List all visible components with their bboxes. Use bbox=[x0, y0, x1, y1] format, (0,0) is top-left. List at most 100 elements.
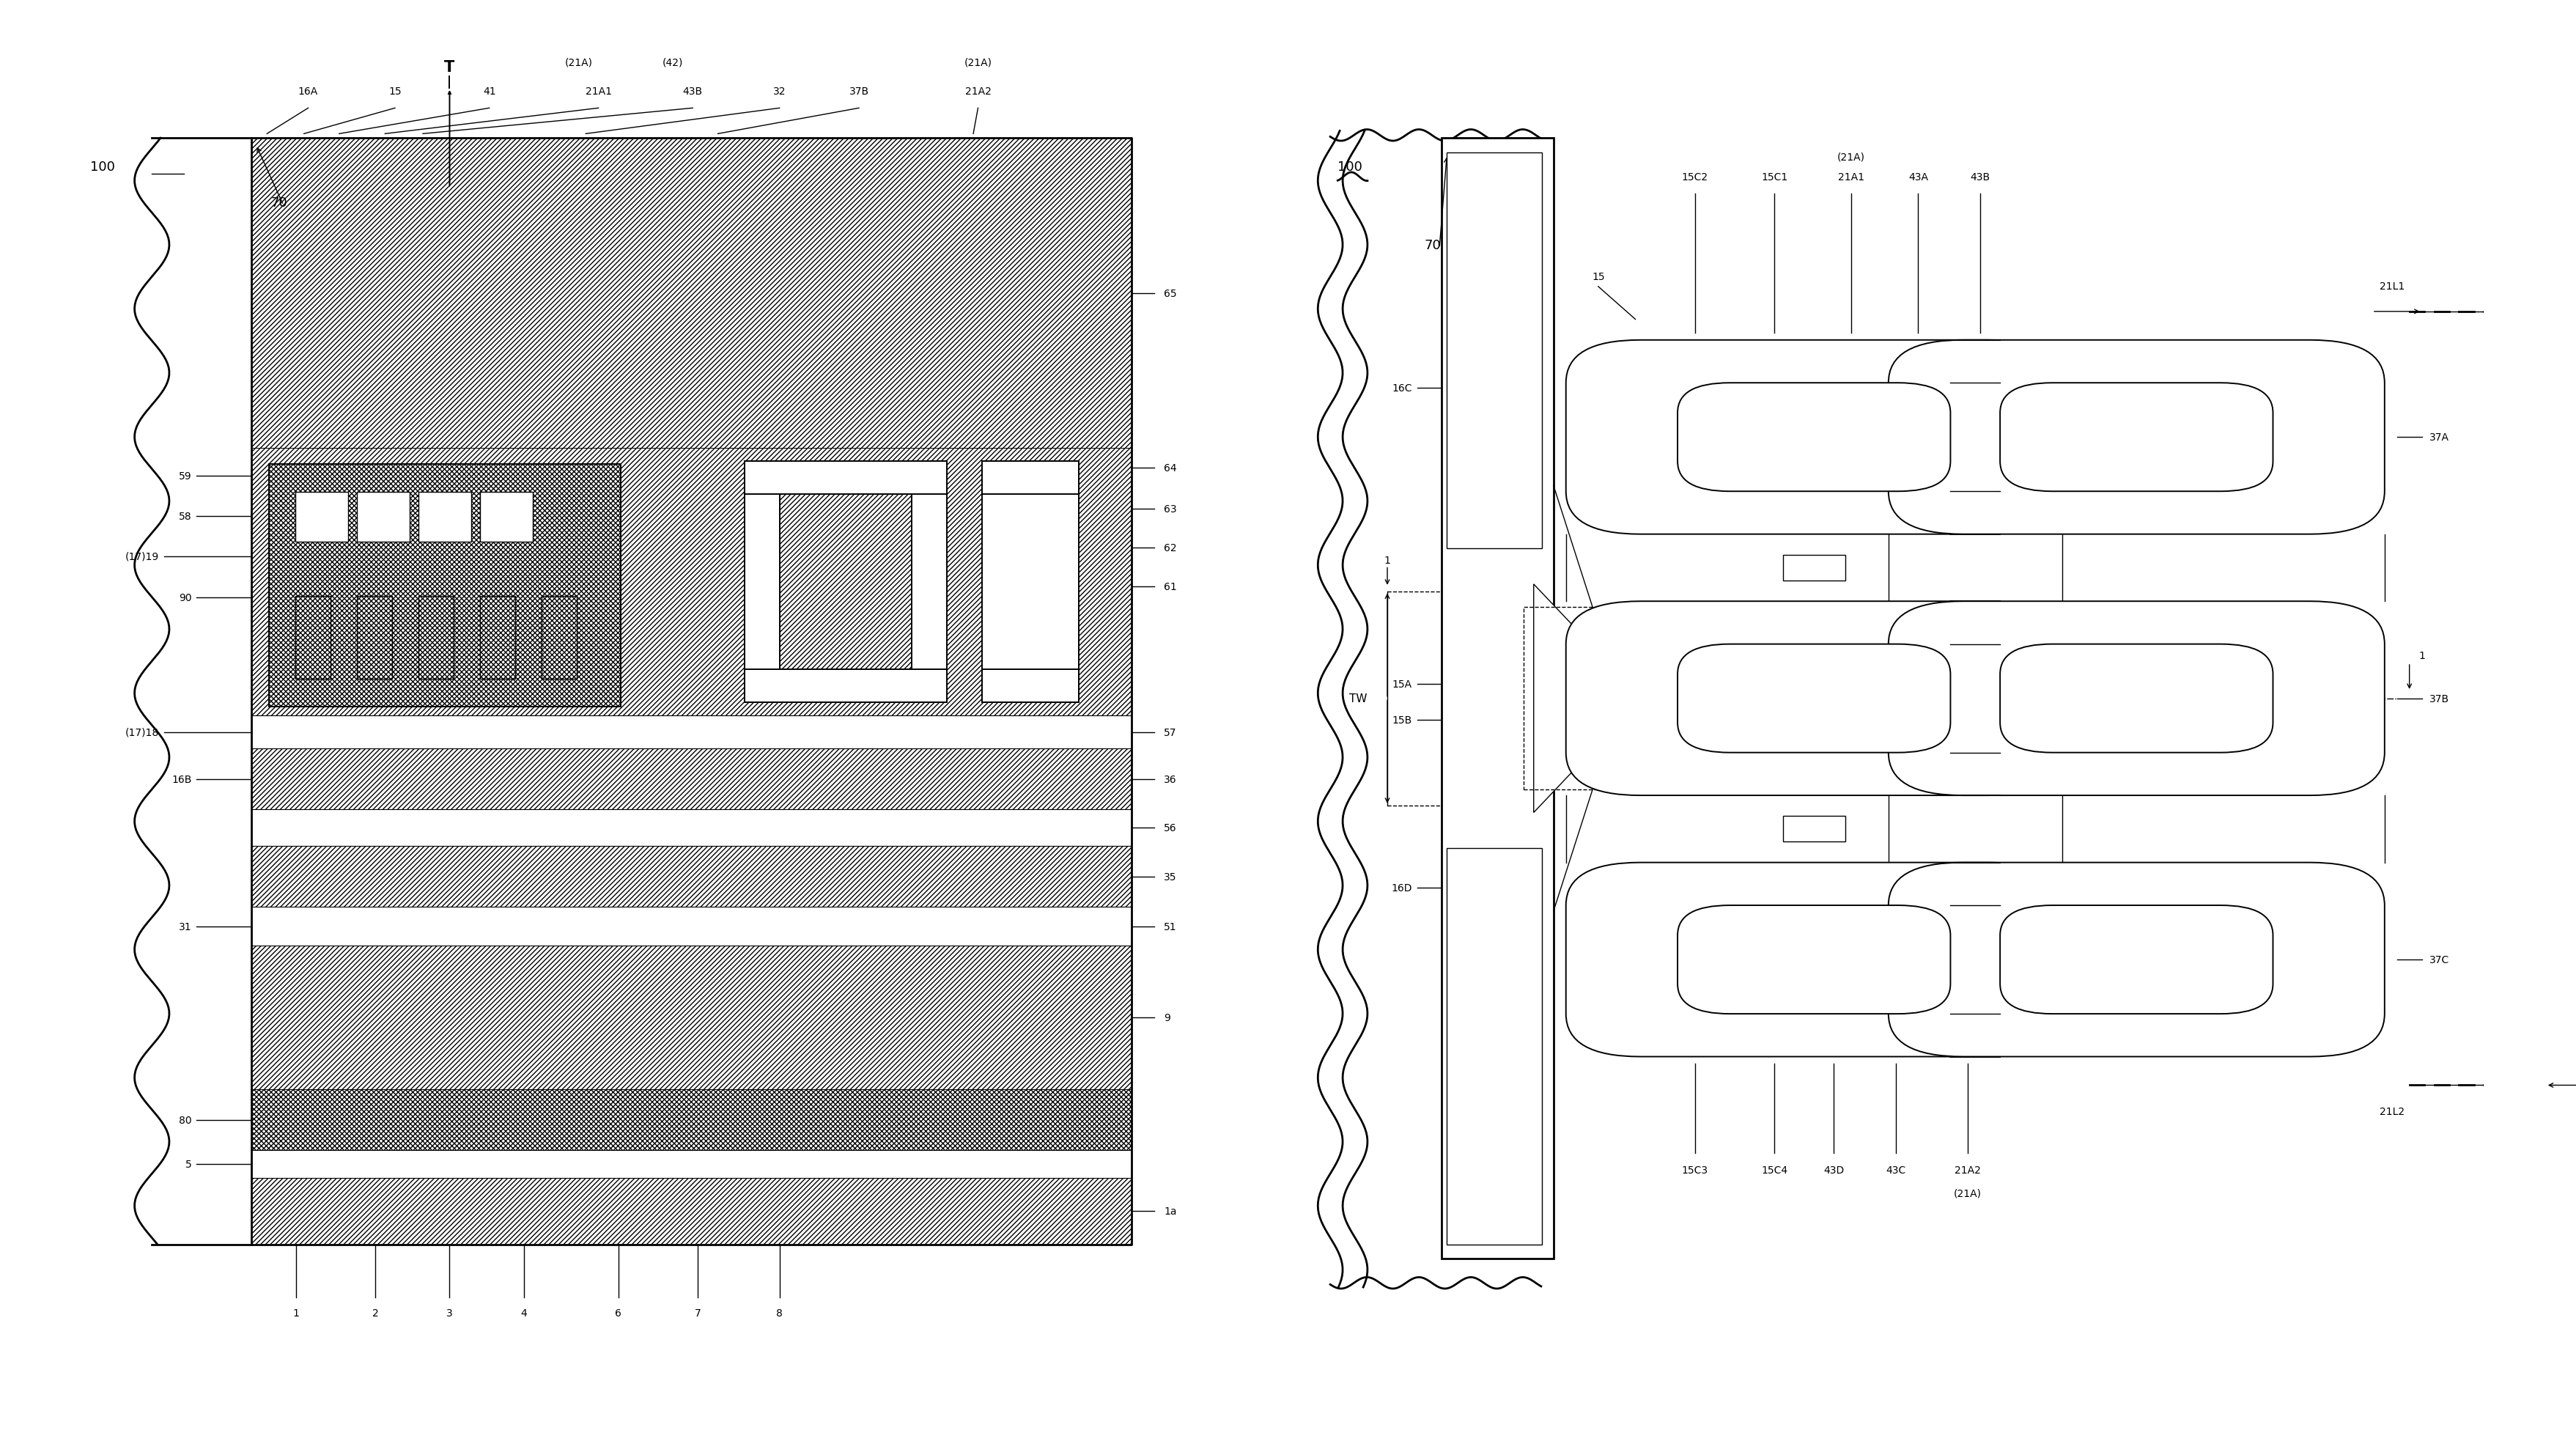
Text: 35: 35 bbox=[1164, 871, 1177, 881]
FancyBboxPatch shape bbox=[1888, 341, 2383, 535]
Bar bbox=[250, 847, 1131, 907]
Text: 15C3: 15C3 bbox=[1682, 1165, 1708, 1175]
FancyBboxPatch shape bbox=[1677, 906, 1950, 1015]
Text: (21A): (21A) bbox=[963, 57, 992, 69]
Text: 15A: 15A bbox=[1391, 679, 1412, 689]
Text: 4: 4 bbox=[520, 1308, 528, 1318]
Text: 100: 100 bbox=[90, 160, 116, 173]
FancyBboxPatch shape bbox=[1888, 863, 2383, 1056]
Text: 15C4: 15C4 bbox=[1759, 1165, 1788, 1175]
Text: 21A2: 21A2 bbox=[963, 86, 992, 96]
FancyBboxPatch shape bbox=[1999, 906, 2272, 1015]
Bar bbox=[1448, 153, 1540, 549]
FancyBboxPatch shape bbox=[1566, 602, 2061, 795]
Bar bbox=[296, 596, 330, 679]
Bar bbox=[744, 461, 781, 702]
Bar bbox=[250, 946, 1131, 1089]
Bar bbox=[479, 596, 515, 679]
FancyBboxPatch shape bbox=[1888, 602, 2383, 795]
Text: 90: 90 bbox=[178, 592, 191, 603]
Text: 9: 9 bbox=[1164, 1013, 1170, 1023]
Text: 21A1: 21A1 bbox=[585, 86, 611, 96]
Text: 59: 59 bbox=[178, 471, 191, 481]
Text: 41: 41 bbox=[482, 86, 495, 96]
Polygon shape bbox=[1533, 585, 1607, 813]
Bar bbox=[912, 461, 945, 702]
Bar bbox=[250, 907, 1131, 946]
Bar bbox=[1443, 139, 1553, 1258]
Text: (21A): (21A) bbox=[1953, 1188, 1981, 1198]
Bar bbox=[981, 669, 1079, 702]
Bar bbox=[981, 461, 1079, 494]
Text: 15C1: 15C1 bbox=[1759, 172, 1788, 182]
Bar bbox=[250, 1151, 1131, 1178]
Bar bbox=[355, 493, 410, 542]
FancyBboxPatch shape bbox=[1677, 383, 1950, 492]
Text: 21L1: 21L1 bbox=[2378, 281, 2403, 291]
FancyBboxPatch shape bbox=[1566, 863, 2061, 1056]
Bar bbox=[250, 139, 1131, 449]
Text: 15C2: 15C2 bbox=[1682, 172, 1708, 182]
Text: 37B: 37B bbox=[848, 86, 868, 96]
Text: 70: 70 bbox=[270, 196, 289, 209]
Text: 21A1: 21A1 bbox=[1837, 172, 1865, 182]
Bar bbox=[479, 493, 533, 542]
Text: 8: 8 bbox=[775, 1308, 783, 1318]
Bar bbox=[1783, 817, 1844, 843]
Text: 16D: 16D bbox=[1391, 883, 1412, 893]
Text: 37A: 37A bbox=[2429, 433, 2447, 443]
Text: 100: 100 bbox=[1337, 160, 1363, 173]
Bar bbox=[981, 461, 1079, 702]
Bar bbox=[744, 669, 945, 702]
Text: 6: 6 bbox=[616, 1308, 621, 1318]
Bar bbox=[355, 596, 392, 679]
Text: 1: 1 bbox=[1383, 555, 1391, 566]
Text: 37B: 37B bbox=[2429, 694, 2447, 704]
Bar bbox=[1448, 848, 1540, 1244]
FancyBboxPatch shape bbox=[1677, 645, 1950, 752]
Bar bbox=[250, 810, 1131, 847]
Text: (17)18: (17)18 bbox=[126, 728, 160, 738]
Text: 21L2: 21L2 bbox=[2378, 1106, 2403, 1116]
Bar bbox=[268, 464, 621, 706]
Text: 16A: 16A bbox=[299, 86, 317, 96]
Text: 36: 36 bbox=[1164, 774, 1177, 785]
Bar bbox=[250, 749, 1131, 810]
FancyBboxPatch shape bbox=[1999, 645, 2272, 752]
Text: 57: 57 bbox=[1164, 728, 1177, 738]
Text: 63: 63 bbox=[1164, 504, 1177, 514]
Text: 80: 80 bbox=[178, 1115, 191, 1125]
Text: 1: 1 bbox=[2419, 651, 2424, 661]
Text: (17)19: (17)19 bbox=[126, 552, 160, 562]
Text: 70: 70 bbox=[1425, 239, 1440, 252]
Text: 64: 64 bbox=[1164, 463, 1177, 473]
Bar bbox=[744, 461, 945, 494]
Bar bbox=[250, 449, 1131, 716]
Text: 31: 31 bbox=[178, 921, 191, 931]
Text: (21A): (21A) bbox=[564, 57, 592, 69]
Text: TW: TW bbox=[1350, 694, 1368, 704]
Text: 65: 65 bbox=[1164, 288, 1177, 298]
Text: 37C: 37C bbox=[2429, 954, 2450, 964]
Text: 7: 7 bbox=[696, 1308, 701, 1318]
Text: 1: 1 bbox=[294, 1308, 299, 1318]
Text: 62: 62 bbox=[1164, 543, 1177, 553]
Text: 1a: 1a bbox=[1164, 1207, 1177, 1217]
Text: 58: 58 bbox=[178, 512, 191, 522]
Text: (42): (42) bbox=[662, 57, 683, 69]
Bar bbox=[268, 464, 621, 706]
Bar bbox=[417, 493, 471, 542]
Bar bbox=[541, 596, 577, 679]
FancyBboxPatch shape bbox=[1999, 383, 2272, 492]
Text: 43C: 43C bbox=[1886, 1165, 1906, 1175]
Text: 16A: 16A bbox=[1494, 179, 1515, 189]
Text: 16C: 16C bbox=[1391, 383, 1412, 394]
Text: 51: 51 bbox=[1164, 921, 1177, 931]
Text: 43D: 43D bbox=[1824, 1165, 1844, 1175]
Bar bbox=[417, 596, 453, 679]
Text: (21A): (21A) bbox=[1837, 152, 1865, 162]
Text: 2: 2 bbox=[371, 1308, 379, 1318]
Text: 43B: 43B bbox=[683, 86, 703, 96]
Text: 15: 15 bbox=[1592, 272, 1605, 282]
Bar bbox=[250, 1178, 1131, 1244]
